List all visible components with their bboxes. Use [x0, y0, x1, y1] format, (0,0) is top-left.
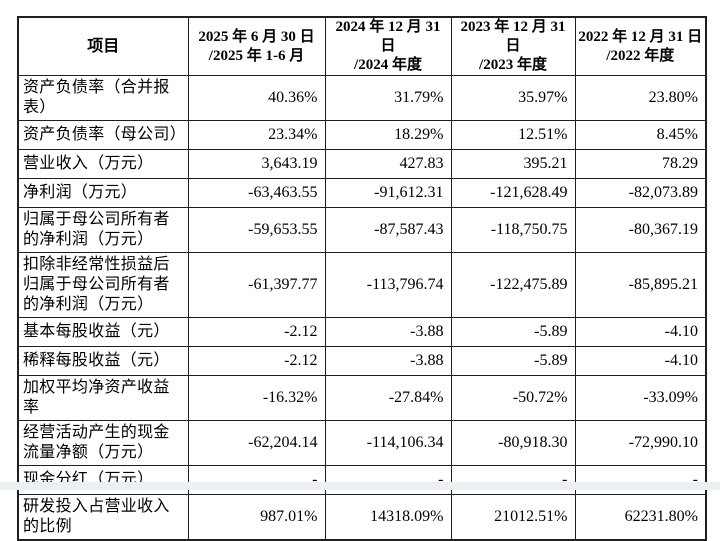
- cell-value: -85,895.21: [574, 252, 707, 318]
- table-row: 加权平均净资产收益率 -16.32% -27.84% -50.72% -33.0…: [17, 375, 707, 421]
- cell-value: 40.36%: [187, 75, 326, 121]
- table-row: 现金分红（万元） - - - -: [17, 465, 707, 495]
- cell-value: -113,796.74: [324, 252, 452, 318]
- cell-value: -50.72%: [450, 375, 576, 421]
- cell-value: -118,750.75: [450, 207, 576, 253]
- row-label: 经营活动产生的现金流量净额（万元）: [17, 420, 189, 466]
- table-row: 扣除非经常性损益后归属于母公司所有者的净利润（万元） -61,397.77 -1…: [17, 252, 707, 318]
- cell-value: -16.32%: [187, 375, 326, 421]
- cell-value: 18.29%: [324, 120, 452, 150]
- header-period-2024: 2024 年 12 月 31 日 /2024 年度: [324, 16, 452, 76]
- cell-value: -: [187, 465, 326, 495]
- row-label: 资产负债率（母公司）: [17, 120, 189, 150]
- cell-value: -27.84%: [324, 375, 452, 421]
- row-label: 归属于母公司所有者的净利润（万元）: [17, 207, 189, 253]
- cell-value: 21012.51%: [450, 494, 576, 541]
- row-label: 现金分红（万元）: [17, 465, 189, 495]
- header-period-2023: 2023 年 12 月 31 日 /2023 年度: [450, 16, 576, 76]
- cell-value: -: [574, 465, 707, 495]
- document-page: 项目 2025 年 6 月 30 日 /2025 年 1-6 月 2024 年 …: [0, 16, 720, 541]
- row-label: 营业收入（万元）: [17, 149, 189, 179]
- table-row: 归属于母公司所有者的净利润（万元） -59,653.55 -87,587.43 …: [17, 207, 707, 253]
- cell-value: 12.51%: [450, 120, 576, 150]
- cell-value: -3.88: [324, 317, 452, 347]
- table-row: 营业收入（万元） 3,643.19 427.83 395.21 78.29: [17, 149, 707, 179]
- row-label: 净利润（万元）: [17, 178, 189, 208]
- cell-value: -62,204.14: [187, 420, 326, 466]
- cell-value: -33.09%: [574, 375, 707, 421]
- cell-value: -5.89: [450, 317, 576, 347]
- cell-value: -63,463.55: [187, 178, 326, 208]
- cell-value: -59,653.55: [187, 207, 326, 253]
- cell-value: -121,628.49: [450, 178, 576, 208]
- cell-value: 395.21: [450, 149, 576, 179]
- cell-value: -5.89: [450, 346, 576, 376]
- cell-value: -87,587.43: [324, 207, 452, 253]
- table-row: 经营活动产生的现金流量净额（万元） -62,204.14 -114,106.34…: [17, 420, 707, 466]
- cell-value: 427.83: [324, 149, 452, 179]
- table-row: 稀释每股收益（元） -2.12 -3.88 -5.89 -4.10: [17, 346, 707, 376]
- page-bottom-strip: [0, 482, 720, 490]
- row-label: 研发投入占营业收入的比例: [17, 494, 189, 541]
- cell-value: 3,643.19: [187, 149, 326, 179]
- row-label: 资产负债率（合并报表）: [17, 75, 189, 121]
- cell-value: -122,475.89: [450, 252, 576, 318]
- header-period-2025h1: 2025 年 6 月 30 日 /2025 年 1-6 月: [187, 16, 326, 76]
- cell-value: 987.01%: [187, 494, 326, 541]
- row-label: 稀释每股收益（元）: [17, 346, 189, 376]
- cell-value: 8.45%: [574, 120, 707, 150]
- cell-value: -72,990.10: [574, 420, 707, 466]
- header-period-2022: 2022 年 12 月 31 日 /2022 年度: [574, 16, 707, 76]
- row-label: 扣除非经常性损益后归属于母公司所有者的净利润（万元）: [17, 252, 189, 318]
- cell-value: -80,918.30: [450, 420, 576, 466]
- cell-value: -91,612.31: [324, 178, 452, 208]
- table-row: 资产负债率（母公司） 23.34% 18.29% 12.51% 8.45%: [17, 120, 707, 150]
- cell-value: 31.79%: [324, 75, 452, 121]
- table-row: 净利润（万元） -63,463.55 -91,612.31 -121,628.4…: [17, 178, 707, 208]
- cell-value: -: [324, 465, 452, 495]
- cell-value: 23.34%: [187, 120, 326, 150]
- cell-value: -2.12: [187, 346, 326, 376]
- table-row: 基本每股收益（元） -2.12 -3.88 -5.89 -4.10: [17, 317, 707, 347]
- cell-value: 78.29: [574, 149, 707, 179]
- cell-value: 35.97%: [450, 75, 576, 121]
- cell-value: -82,073.89: [574, 178, 707, 208]
- cell-value: -4.10: [574, 317, 707, 347]
- table-row: 资产负债率（合并报表） 40.36% 31.79% 35.97% 23.80%: [17, 75, 707, 121]
- financial-summary-table: 项目 2025 年 6 月 30 日 /2025 年 1-6 月 2024 年 …: [17, 16, 707, 541]
- cell-value: -3.88: [324, 346, 452, 376]
- cell-value: -61,397.77: [187, 252, 326, 318]
- cell-value: 23.80%: [574, 75, 707, 121]
- row-label: 加权平均净资产收益率: [17, 375, 189, 421]
- cell-value: -: [450, 465, 576, 495]
- cell-value: 62231.80%: [574, 494, 707, 541]
- cell-value: -80,367.19: [574, 207, 707, 253]
- header-item-column: 项目: [17, 16, 189, 76]
- cell-value: 14318.09%: [324, 494, 452, 541]
- table-row: 研发投入占营业收入的比例 987.01% 14318.09% 21012.51%…: [17, 494, 707, 541]
- cell-value: -2.12: [187, 317, 326, 347]
- header-row: 项目 2025 年 6 月 30 日 /2025 年 1-6 月 2024 年 …: [17, 16, 707, 76]
- cell-value: -4.10: [574, 346, 707, 376]
- row-label: 基本每股收益（元）: [17, 317, 189, 347]
- cell-value: -114,106.34: [324, 420, 452, 466]
